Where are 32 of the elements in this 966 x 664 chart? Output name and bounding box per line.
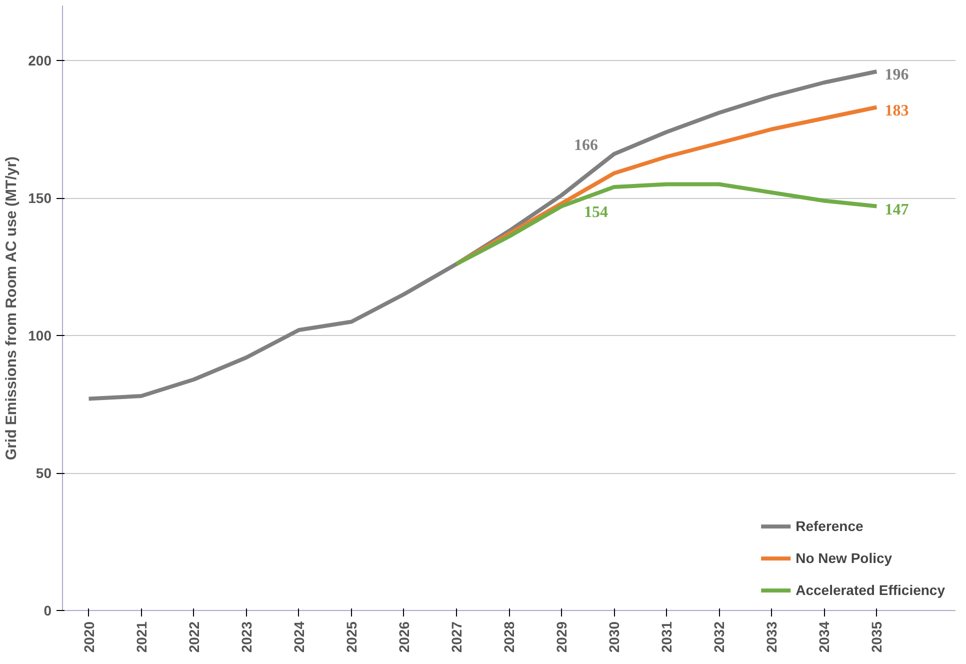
x-tick-label: 2034 — [816, 621, 832, 653]
data-label: 183 — [884, 102, 909, 120]
x-tick-label: 2033 — [764, 621, 780, 653]
x-tick-label: 2020 — [80, 621, 97, 653]
legend-label: Accelerated Efficiency — [796, 582, 945, 598]
x-tick-label: 2021 — [133, 621, 150, 653]
x-tick-label: 2025 — [343, 621, 360, 653]
y-axis-title: Grid Emissions from Room AC use (MT/yr) — [3, 156, 20, 460]
legend-label: No New Policy — [796, 550, 892, 566]
y-tick-label: 50 — [36, 465, 52, 481]
x-tick-label: 2031 — [658, 621, 675, 653]
data-label: 147 — [884, 201, 909, 218]
x-tick-label: 2023 — [238, 621, 254, 653]
data-label: 154 — [584, 204, 608, 221]
line-series — [86, 70, 879, 401]
x-tick-label: 2030 — [606, 621, 622, 653]
x-tick-label: 2029 — [554, 621, 570, 653]
x-tick-label: 2026 — [396, 621, 412, 653]
line-series — [454, 182, 879, 266]
y-tick-label: 200 — [28, 52, 52, 68]
x-tick-label: 2027 — [448, 621, 464, 653]
x-tick-label: 2035 — [868, 621, 885, 653]
x-tick-label: 2032 — [711, 621, 728, 653]
data-label: 196 — [884, 66, 909, 84]
y-tick-label: 0 — [44, 602, 52, 618]
x-tick-label: 2022 — [186, 621, 202, 653]
data-label: 166 — [574, 137, 598, 154]
x-tick-label: 2024 — [290, 621, 307, 653]
legend-label: Reference — [796, 518, 864, 534]
x-tick-label: 2028 — [501, 621, 517, 653]
y-tick-label: 100 — [28, 328, 52, 344]
y-tick-label: 150 — [28, 190, 52, 206]
